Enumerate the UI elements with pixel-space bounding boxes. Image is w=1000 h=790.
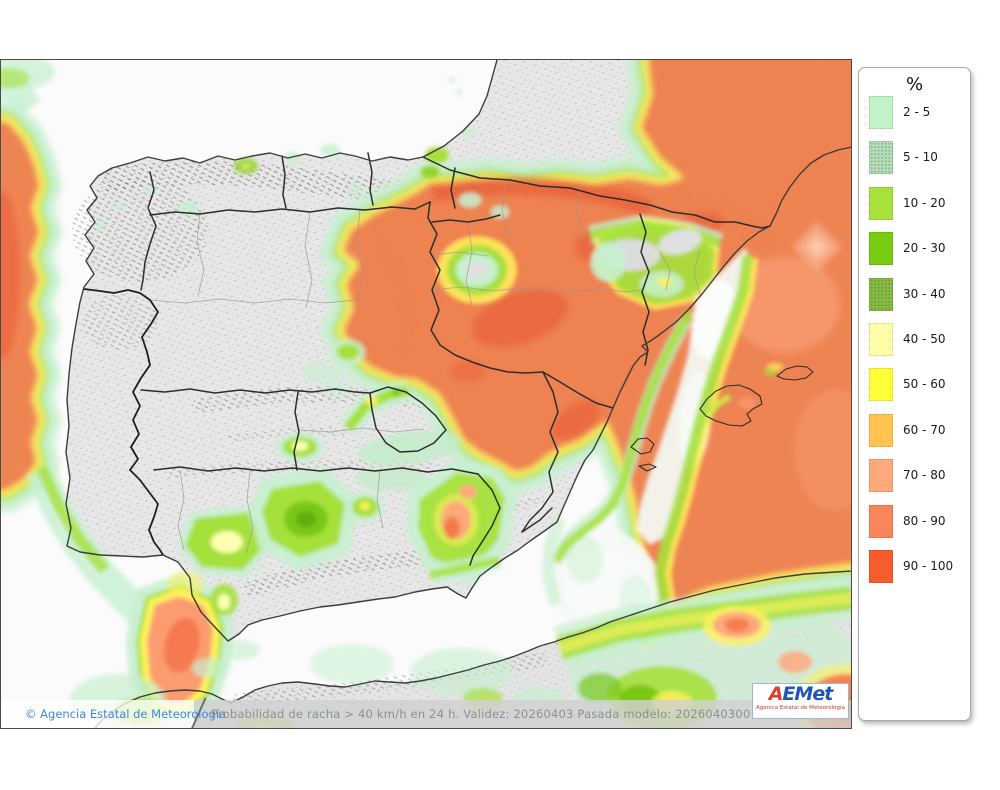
footer-right-band bbox=[194, 700, 851, 728]
legend-item: 40 - 50 bbox=[859, 323, 970, 357]
legend-item: 60 - 70 bbox=[859, 413, 970, 448]
province-borders bbox=[149, 183, 701, 555]
map-viewport: © Agencia Estatal de Meteorología Probab… bbox=[0, 59, 852, 729]
legend-items: 2 - 5 5 - 10 10 - 20 20 - 30 30 - 40 40 … bbox=[859, 68, 970, 720]
legend-item: 50 - 60 bbox=[859, 368, 970, 402]
legend-range-label: 90 - 100 bbox=[903, 559, 954, 573]
legend-range-label: 80 - 90 bbox=[903, 513, 946, 528]
legend-range-label: 2 - 5 bbox=[903, 105, 931, 119]
coastlines bbox=[65, 60, 851, 728]
legend-item: 80 - 90 bbox=[859, 504, 970, 539]
legend-item: 70 - 80 bbox=[859, 459, 970, 493]
legend-color-swatch bbox=[869, 232, 893, 266]
legend-color-swatch bbox=[869, 550, 893, 583]
legend-item: 90 - 100 bbox=[859, 550, 970, 584]
logo-letter-a: A bbox=[768, 683, 784, 705]
legend-item: 10 - 20 bbox=[859, 186, 970, 221]
legend-color-swatch bbox=[869, 504, 893, 538]
portugal-border bbox=[83, 288, 164, 556]
legend-item: 20 - 30 bbox=[859, 232, 970, 266]
map-svg bbox=[1, 60, 851, 728]
legend-color-swatch bbox=[869, 186, 893, 220]
legend-range-label: 50 - 60 bbox=[903, 377, 946, 392]
map-footer: © Agencia Estatal de Meteorología Probab… bbox=[1, 697, 851, 728]
aemet-logo-wordmark: AEMet bbox=[753, 684, 848, 705]
logo-letters-met: Met bbox=[794, 683, 833, 705]
legend-color-swatch bbox=[869, 277, 893, 311]
aemet-logo: AEMet Agencia Estatal de Meteorología bbox=[752, 683, 849, 719]
legend-color-swatch bbox=[869, 368, 893, 402]
region-borders bbox=[140, 152, 771, 566]
aemet-logo-subtitle: Agencia Estatal de Meteorología bbox=[756, 705, 845, 711]
legend-item: 30 - 40 bbox=[859, 277, 970, 312]
legend-range-label: 70 - 80 bbox=[903, 468, 946, 483]
footer-left-band bbox=[1, 700, 194, 728]
legend-item: 5 - 10 bbox=[859, 141, 970, 175]
legend-range-label: 60 - 70 bbox=[903, 422, 946, 437]
borders-layer bbox=[65, 60, 851, 728]
legend-range-label: 10 - 20 bbox=[903, 195, 946, 210]
map-description-text: Probabilidad de racha > 40 km/h en 24 h.… bbox=[211, 707, 751, 721]
legend-color-swatch bbox=[869, 141, 893, 175]
legend-color-swatch bbox=[869, 459, 893, 493]
legend-title: % bbox=[905, 74, 924, 95]
legend-range-label: 20 - 30 bbox=[903, 241, 946, 256]
legend-item: 2 - 5 bbox=[859, 96, 970, 130]
legend-panel: % 2 - 5 5 - 10 10 - 20 20 - 30 30 - 40 4… bbox=[858, 67, 971, 721]
copyright-text: © Agencia Estatal de Meteorología bbox=[25, 707, 227, 721]
legend-range-label: 30 - 40 bbox=[903, 286, 946, 301]
legend-range-label: 5 - 10 bbox=[903, 150, 938, 165]
legend-color-swatch bbox=[869, 323, 893, 356]
logo-letter-e: E bbox=[782, 683, 795, 705]
legend-color-swatch bbox=[869, 413, 893, 447]
legend-color-swatch bbox=[869, 96, 893, 129]
legend-range-label: 40 - 50 bbox=[903, 332, 946, 346]
